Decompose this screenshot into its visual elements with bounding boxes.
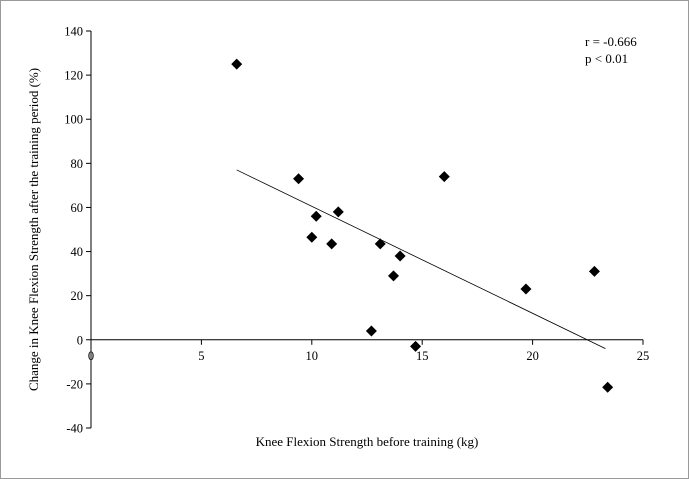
axes — [86, 30, 644, 429]
y-tick-label: 40 — [71, 245, 84, 259]
data-point — [387, 270, 399, 282]
y-tick-label: 0 — [77, 333, 83, 347]
data-point — [306, 231, 318, 243]
data-point — [332, 206, 344, 218]
data-point — [394, 250, 406, 262]
data-point — [310, 210, 322, 222]
y-axis-title: Change in Knee Flexion Strength after th… — [26, 68, 41, 391]
data-point — [410, 340, 422, 352]
tick-labels: -40 -20 0 20 40 60 80 100 120 140 0 5 10 15 20 25 — [64, 25, 649, 436]
x-tick-label: 25 — [637, 349, 650, 363]
y-tick-label: -20 — [66, 377, 83, 391]
data-point — [293, 173, 305, 185]
data-point — [520, 283, 532, 295]
y-tick-label: 140 — [64, 25, 83, 39]
x-tick-label: 20 — [526, 349, 539, 363]
data-point — [602, 381, 614, 393]
y-tick-label: 20 — [71, 289, 84, 303]
x-tick-label: 0 — [88, 349, 94, 363]
data-point — [231, 58, 243, 70]
trendline-group — [236, 169, 606, 349]
data-point — [326, 238, 338, 250]
y-tick-label: 100 — [64, 113, 83, 127]
x-tick-label: 10 — [306, 349, 319, 363]
p-value-annotation: p < 0.01 — [585, 51, 628, 66]
correlation-annotation: r = -0.666 — [585, 34, 637, 49]
data-point — [438, 171, 450, 183]
y-tick-label: 120 — [64, 69, 83, 83]
y-tick-label: 60 — [71, 201, 84, 215]
x-axis-title: Knee Flexion Strength before training (k… — [256, 434, 479, 449]
x-tick-label: 5 — [198, 349, 204, 363]
trendline — [236, 169, 606, 349]
data-points — [231, 58, 614, 393]
data-point — [588, 265, 600, 277]
data-point — [374, 238, 386, 250]
data-point — [365, 325, 377, 337]
y-tick-label: 80 — [71, 157, 84, 171]
x-tick-label: 15 — [416, 349, 429, 363]
y-tick-label: -40 — [66, 422, 83, 436]
